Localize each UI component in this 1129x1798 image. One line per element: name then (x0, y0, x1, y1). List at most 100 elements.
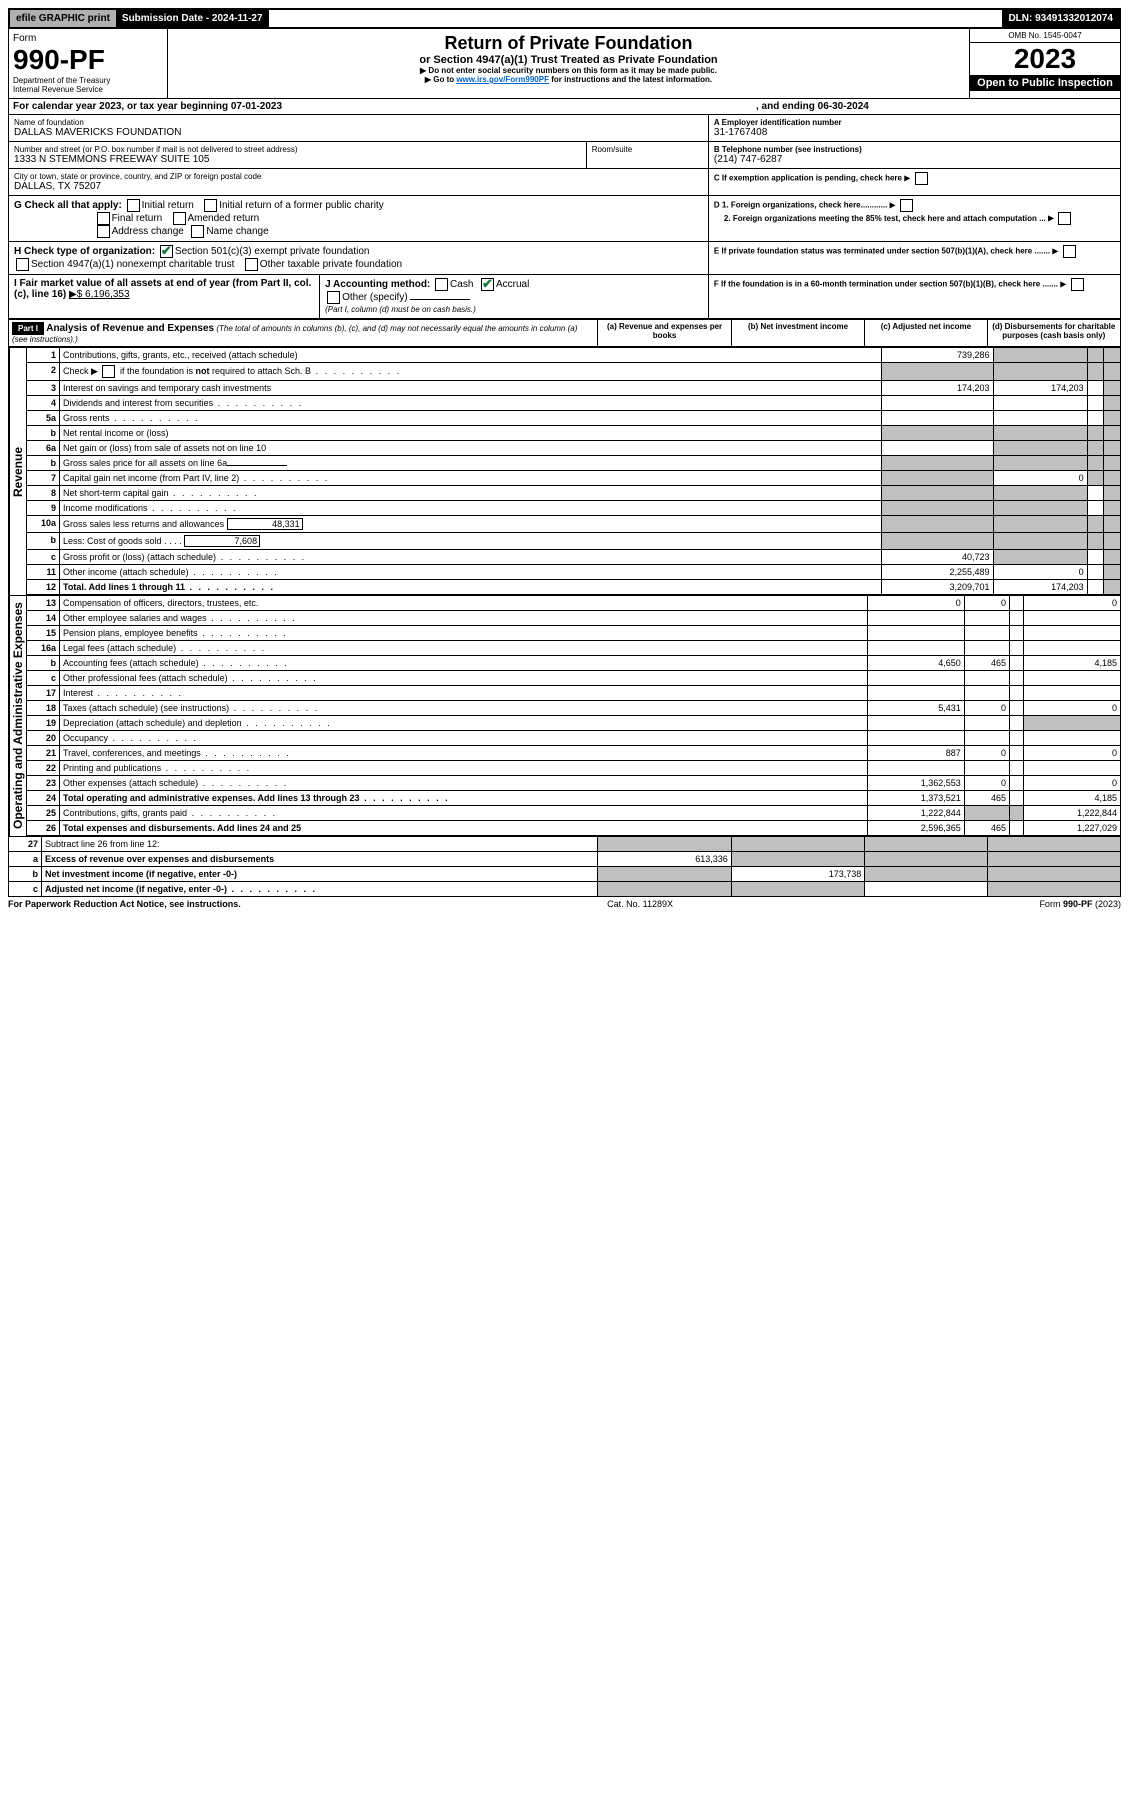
g-name-check[interactable] (191, 225, 204, 238)
l6a-desc: Net gain or (loss) from sale of assets n… (60, 441, 882, 456)
phone-cell: B Telephone number (see instructions) (2… (709, 142, 1120, 169)
d2-label: 2. Foreign organizations meeting the 85%… (714, 214, 1046, 223)
topbar-spacer (269, 10, 1003, 27)
calendar-begin: For calendar year 2023, or tax year begi… (9, 99, 752, 114)
l26-d: 1,227,029 (1024, 821, 1121, 836)
l12-b: 174,203 (993, 580, 1087, 595)
line-27: 27Subtract line 26 from line 12: (9, 837, 1121, 852)
g-initial-check[interactable] (127, 199, 140, 212)
l23-desc: Other expenses (attach schedule) (60, 776, 868, 791)
l16b-desc: Accounting fees (attach schedule) (60, 656, 868, 671)
l10a-amt: 48,331 (227, 518, 303, 530)
l1-a: 739,286 (881, 348, 993, 363)
l3-no: 3 (27, 381, 60, 396)
l2-check[interactable] (102, 365, 115, 378)
l22-no: 22 (27, 761, 60, 776)
l27b-no: b (9, 867, 42, 882)
l11-desc: Other income (attach schedule) (60, 565, 882, 580)
room-label: Room/suite (587, 142, 709, 169)
header-center: Return of Private Foundation or Section … (168, 29, 969, 98)
city-label: City or town, state or province, country… (14, 172, 703, 181)
l9-no: 9 (27, 501, 60, 516)
l21-a: 887 (868, 746, 965, 761)
g-amended: Amended return (188, 213, 260, 224)
ein-value: 31-1767408 (714, 127, 1115, 138)
j-other-check[interactable] (327, 291, 340, 304)
d1-check[interactable] (900, 199, 913, 212)
h-4947-check[interactable] (16, 258, 29, 271)
l16b-d: 4,185 (1024, 656, 1121, 671)
calendar-end: , and ending 06-30-2024 (752, 99, 1120, 114)
line-18: 18Taxes (attach schedule) (see instructi… (27, 701, 1121, 716)
l3-b: 174,203 (993, 381, 1087, 396)
form-link[interactable]: www.irs.gov/Form990PF (456, 75, 549, 84)
efile-print[interactable]: efile GRAPHIC print (10, 10, 116, 27)
g-initial: Initial return (142, 200, 194, 211)
l27c-desc: Adjusted net income (if negative, enter … (42, 882, 598, 897)
j-other: Other (specify) (342, 292, 408, 303)
addr-value: 1333 N STEMMONS FREEWAY SUITE 105 (14, 154, 581, 165)
l5b-no: b (27, 426, 60, 441)
g-final-check[interactable] (97, 212, 110, 225)
line-10b: bLess: Cost of goods sold . . . . 7,608 (27, 533, 1121, 550)
h-501-check[interactable] (160, 245, 173, 258)
line-17: 17Interest (27, 686, 1121, 701)
expenses-table: 13Compensation of officers, directors, t… (26, 595, 1121, 836)
l13-b: 0 (964, 596, 1009, 611)
j-accrual-check[interactable] (481, 278, 494, 291)
l7-desc: Capital gain net income (from Part IV, l… (60, 471, 882, 486)
footer-right: Form 990-PF (2023) (1039, 899, 1121, 909)
g-final: Final return (112, 213, 163, 224)
l7-b: 0 (993, 471, 1087, 486)
l27a-a: 613,336 (598, 852, 731, 867)
g-addr-check[interactable] (97, 225, 110, 238)
line-4: 4Dividends and interest from securities (27, 396, 1121, 411)
op-vert-label: Operating and Administrative Expenses (9, 595, 26, 836)
line-25: 25Contributions, gifts, grants paid1,222… (27, 806, 1121, 821)
l25-d: 1,222,844 (1024, 806, 1121, 821)
tax-year: 2023 (970, 43, 1120, 75)
l23-d: 0 (1024, 776, 1121, 791)
l12-no: 12 (27, 580, 60, 595)
g-name: Name change (206, 226, 268, 237)
l10c-a: 40,723 (881, 550, 993, 565)
l25-a: 1,222,844 (868, 806, 965, 821)
g-initialpc-check[interactable] (204, 199, 217, 212)
l18-a: 5,431 (868, 701, 965, 716)
l16b-no: b (27, 656, 60, 671)
h-other-check[interactable] (245, 258, 258, 271)
l21-d: 0 (1024, 746, 1121, 761)
l13-d: 0 (1024, 596, 1121, 611)
e-label: E If private foundation status was termi… (714, 247, 1050, 256)
d2-check[interactable] (1058, 212, 1071, 225)
form-number: 990-PF (13, 44, 163, 76)
line-14: 14Other employee salaries and wages (27, 611, 1121, 626)
l14-desc: Other employee salaries and wages (60, 611, 868, 626)
d-cell: D 1. Foreign organizations, check here..… (709, 196, 1120, 242)
e-cell: E If private foundation status was termi… (709, 242, 1120, 275)
j-cash-check[interactable] (435, 278, 448, 291)
l27-desc: Subtract line 26 from line 12: (42, 837, 598, 852)
l4-desc: Dividends and interest from securities (60, 396, 882, 411)
l23-a: 1,362,553 (868, 776, 965, 791)
g-amended-check[interactable] (173, 212, 186, 225)
submission-value: 2024-11-27 (212, 13, 263, 24)
line27-table: 27Subtract line 26 from line 12: aExcess… (8, 836, 1121, 897)
foundation-name: DALLAS MAVERICKS FOUNDATION (14, 127, 703, 138)
f-check[interactable] (1071, 278, 1084, 291)
line-6a: 6aNet gain or (loss) from sale of assets… (27, 441, 1121, 456)
l18-no: 18 (27, 701, 60, 716)
footer-left: For Paperwork Reduction Act Notice, see … (8, 899, 241, 909)
c-checkbox[interactable] (915, 172, 928, 185)
line-12: 12Total. Add lines 1 through 113,209,701… (27, 580, 1121, 595)
f-label: F If the foundation is in a 60-month ter… (714, 280, 1058, 289)
e-check[interactable] (1063, 245, 1076, 258)
part1-header-table: Part I Analysis of Revenue and Expenses … (8, 319, 1121, 347)
title-sub: or Section 4947(a)(1) Trust Treated as P… (176, 54, 961, 66)
line-1: 1Contributions, gifts, grants, etc., rec… (27, 348, 1121, 363)
city-cell: City or town, state or province, country… (9, 169, 709, 196)
j-other-input[interactable] (410, 299, 470, 300)
j-accrual: Accrual (496, 279, 529, 290)
l8-no: 8 (27, 486, 60, 501)
l20-desc: Occupancy (60, 731, 868, 746)
